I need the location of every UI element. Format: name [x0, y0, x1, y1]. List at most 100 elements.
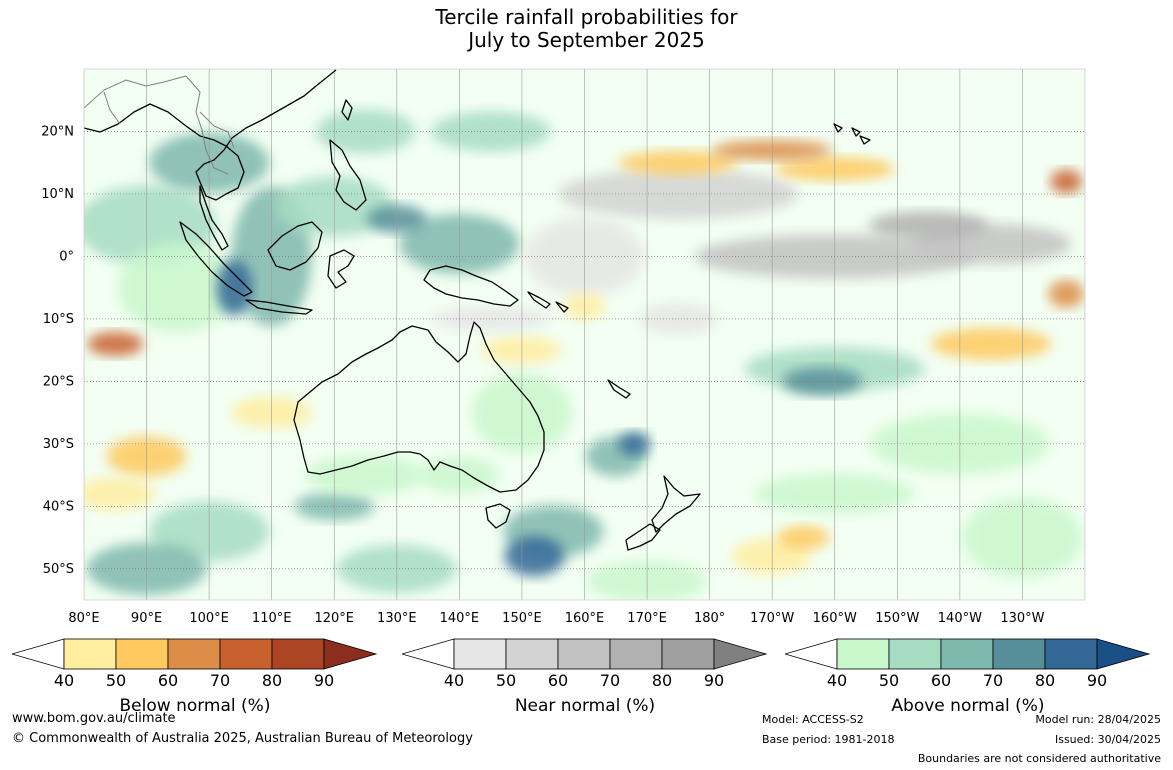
probability-blob: [117, 242, 238, 333]
new-guinea-coastline: [423, 265, 519, 307]
probability-blob: [305, 455, 426, 496]
below-normal-colorbar: 40 50 60 70 80 90: [12, 638, 378, 688]
tasmania-coastline: [485, 503, 511, 529]
country-borders: [84, 75, 235, 175]
probability-blob: [504, 536, 565, 577]
longitude-label: 160°E: [565, 611, 605, 626]
longitude-label: 130°W: [1000, 611, 1044, 626]
near-tick-label: 90: [704, 671, 724, 688]
borneo-coastline: [267, 221, 323, 271]
probability-blob: [430, 111, 551, 152]
below-tick-label: 90: [314, 671, 334, 688]
longitude-label: 140°E: [440, 611, 480, 626]
latitude-label: 30°S: [43, 437, 74, 452]
below-color-swatch: [219, 638, 273, 670]
near-tick-label: 60: [548, 671, 568, 688]
probability-blob: [315, 109, 416, 154]
model-run-date: Model run: 28/04/2025: [1035, 713, 1161, 726]
copyright-notice: © Commonwealth of Australia 2025, Austra…: [12, 731, 473, 746]
near-tick-label: 40: [444, 671, 464, 688]
above-normal-colorbar: 40 50 60 70 80 90: [785, 638, 1151, 688]
above-tick-label: 60: [931, 671, 951, 688]
latitude-label: 10°N: [41, 187, 74, 202]
map-title-line-2: July to September 2025: [468, 28, 705, 52]
mainland-asia-coastline: [84, 69, 337, 201]
issued-date: Issued: 30/04/2025: [1054, 733, 1161, 746]
longitude-label: 170°W: [750, 611, 794, 626]
map-title-line-1: Tercile rainfall probabilities for: [435, 5, 738, 29]
probability-blob: [87, 331, 144, 356]
malay-peninsula-coastline: [199, 185, 229, 251]
longitude-label: 100°E: [189, 611, 229, 626]
latitude-label: 40°S: [43, 499, 74, 514]
probability-blob: [1050, 169, 1083, 194]
near-tick-label: 50: [496, 671, 516, 688]
base-period: Base period: 1981-2018: [762, 733, 895, 746]
near-color-swatch: [661, 638, 715, 670]
below-tick-label: 50: [106, 671, 126, 688]
near-tick-label: 70: [600, 671, 620, 688]
new-caledonia-coastline: [607, 379, 631, 399]
near-color-swatch: [505, 638, 559, 670]
hawaii-coastline: [833, 123, 871, 145]
longitude-label: 140°W: [938, 611, 982, 626]
latitude-label: 10°S: [43, 312, 74, 327]
above-low-triangle: [785, 638, 838, 670]
below-high-triangle: [323, 638, 378, 670]
below-color-swatch: [63, 638, 117, 670]
above-color-swatch: [836, 638, 890, 670]
below-tick-label: 40: [54, 671, 74, 688]
probability-blob: [931, 327, 1052, 360]
taiwan-coastline: [341, 99, 353, 121]
website-link[interactable]: www.bom.gov.au/climate: [12, 711, 176, 726]
java-coastline: [245, 299, 313, 315]
above-tick-label: 80: [1035, 671, 1055, 688]
below-low-triangle: [12, 638, 65, 670]
below-color-swatch: [115, 638, 169, 670]
boundaries-disclaimer: Boundaries are not considered authoritat…: [917, 752, 1161, 765]
longitude-labels: 80°E 90°E 100°E 110°E 120°E 130°E 140°E 150°E 16…: [68, 611, 1044, 626]
longitude-label: 90°E: [131, 611, 162, 626]
map-frame: [83, 68, 1086, 601]
above-color-swatch: [888, 638, 942, 670]
near-color-swatch: [609, 638, 663, 670]
above-tick-label: 50: [879, 671, 899, 688]
above-normal-label: Above normal (%): [891, 696, 1045, 716]
below-tick-label: 80: [262, 671, 282, 688]
near-low-triangle: [402, 638, 455, 670]
australia-coastline: [293, 321, 545, 493]
above-tick-label: 40: [827, 671, 847, 688]
probability-blob: [618, 150, 739, 175]
latitude-label: 0°: [59, 249, 74, 264]
philippines-coastline: [329, 139, 367, 211]
model-name: Model: ACCESS-S2: [762, 713, 864, 726]
near-color-swatch: [453, 638, 507, 670]
below-tick-label: 70: [210, 671, 230, 688]
latitude-label: 20°N: [41, 124, 74, 139]
longitude-label: 80°E: [68, 611, 99, 626]
below-normal-label: Below normal (%): [119, 696, 271, 716]
above-color-swatch: [992, 638, 1046, 670]
near-normal-colorbar: 40 50 60 70 80 90: [402, 638, 768, 688]
coastlines: [84, 69, 871, 551]
longitude-label: 170°E: [627, 611, 667, 626]
longitude-label: 130°E: [377, 611, 417, 626]
solomon-islands-coastline: [527, 291, 569, 313]
near-high-triangle: [713, 638, 768, 670]
longitude-label: 120°E: [314, 611, 354, 626]
probability-map: 20°N 10°N 0° 10°S 20°S 30°S 40°S 50°S 80°E 90°E 1…: [41, 68, 1086, 626]
below-color-swatch: [271, 638, 325, 670]
probability-blob: [777, 525, 830, 550]
latitude-labels: 20°N 10°N 0° 10°S 20°S 30°S 40°S 50°S: [41, 124, 74, 576]
above-high-triangle: [1096, 638, 1151, 670]
below-color-swatch: [167, 638, 221, 670]
above-tick-label: 90: [1087, 671, 1107, 688]
near-tick-label: 80: [652, 671, 672, 688]
near-normal-label: Near normal (%): [514, 696, 656, 716]
sumatra-coastline: [179, 221, 253, 297]
latitude-label: 20°S: [43, 374, 74, 389]
probability-blob: [1048, 279, 1085, 308]
latitude-label: 50°S: [43, 562, 74, 577]
longitude-label: 150°E: [502, 611, 542, 626]
above-color-swatch: [1044, 638, 1098, 670]
